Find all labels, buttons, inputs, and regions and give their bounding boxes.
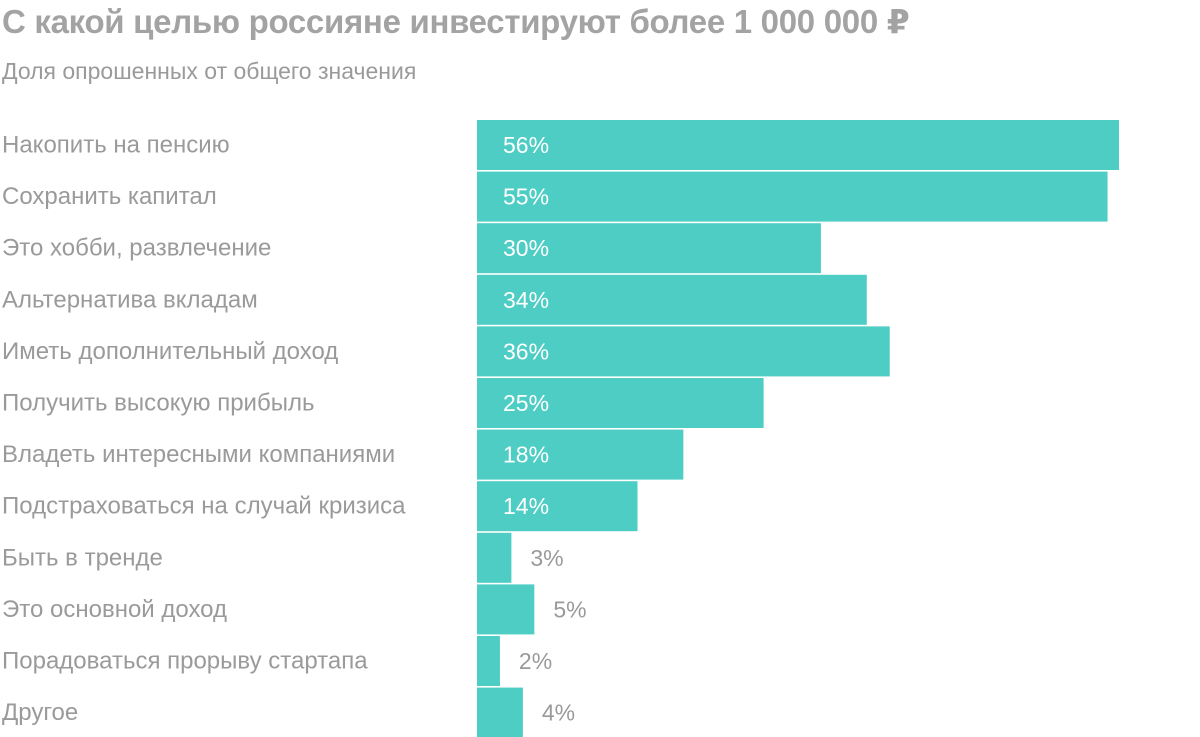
category-label: Владеть интересными компаниями [2, 441, 395, 468]
bar [477, 532, 512, 583]
bar-row: Это основной доход 5% [2, 584, 587, 635]
category-label: Иметь дополнительный доход [2, 338, 338, 365]
category-label: Быть в тренде [2, 544, 163, 571]
value-label: 36% [503, 338, 549, 364]
category-label: Альтернатива вкладам [2, 286, 258, 313]
value-label: 34% [503, 287, 549, 313]
value-label: 55% [503, 184, 549, 210]
bar [477, 636, 500, 686]
bar [477, 481, 638, 532]
bar-row: Это хобби, развлечение 30% [2, 223, 821, 274]
bar-row: Накопить на пенсию 56% [2, 120, 1119, 170]
bar-row: Владеть интересными компаниями 18% [2, 429, 684, 480]
category-label: Это хобби, развлечение [2, 235, 271, 262]
value-label: 14% [503, 493, 549, 519]
bar [477, 378, 764, 428]
category-label: Сохранить капитал [2, 183, 217, 210]
value-label: 56% [503, 132, 549, 158]
bar-row: Иметь дополнительный доход 36% [2, 326, 890, 377]
bar [477, 223, 821, 274]
value-label: 30% [503, 235, 549, 261]
category-label: Подстраховаться на случай кризиса [2, 493, 406, 520]
category-label: Порадоваться прорыву стартапа [2, 648, 368, 675]
bar-row: Быть в тренде 3% [2, 532, 564, 583]
bar [477, 687, 523, 737]
value-label: 5% [553, 596, 586, 622]
bar-row: Альтернатива вкладам 34% [2, 274, 867, 325]
category-label: Накопить на пенсию [2, 132, 230, 159]
category-label: Это основной доход [2, 596, 227, 623]
category-label: Получить высокую прибыль [2, 390, 314, 417]
value-label: 25% [503, 390, 549, 416]
value-label: 18% [503, 442, 549, 468]
bar [477, 326, 890, 377]
bar [477, 171, 1108, 222]
bar-row: Другое 4% [2, 687, 575, 737]
category-label: Другое [2, 699, 78, 726]
bar [477, 584, 535, 635]
bar [477, 120, 1119, 170]
value-label: 2% [519, 648, 552, 674]
bar [477, 429, 684, 480]
bar-row: Сохранить капитал 55% [2, 171, 1108, 222]
value-label: 4% [542, 700, 575, 726]
bar-row: Подстраховаться на случай кризиса 14% [2, 481, 638, 532]
value-label: 3% [530, 545, 563, 571]
chart-subtitle: Доля опрошенных от общего значения [2, 58, 417, 84]
chart-title: С какой целью россияне инвестируют более… [2, 3, 910, 40]
bar [477, 274, 867, 325]
bar-row: Получить высокую прибыль 25% [2, 378, 764, 428]
bar-row: Порадоваться прорыву стартапа 2% [2, 636, 552, 686]
